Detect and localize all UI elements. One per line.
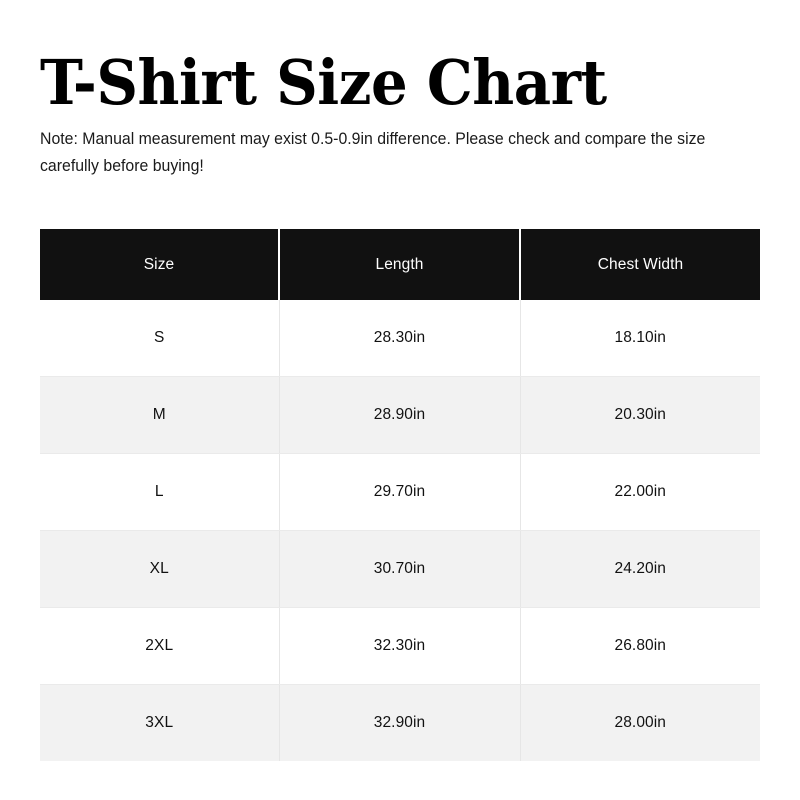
table-row: S 28.30in 18.10in <box>40 300 760 377</box>
table-row: 2XL 32.30in 26.80in <box>40 607 760 685</box>
cell-size: L <box>40 453 280 531</box>
table-row: L 29.70in 22.00in <box>40 453 760 531</box>
table-row: M 28.90in 20.30in <box>40 376 760 454</box>
size-table-container: Size Length Chest Width S 28.30in 18.10i… <box>40 229 760 761</box>
column-header-length: Length <box>279 229 521 300</box>
cell-size: M <box>40 376 280 454</box>
column-header-size: Size <box>40 229 280 300</box>
cell-size: 3XL <box>40 684 280 761</box>
cell-length: 29.70in <box>279 453 521 531</box>
cell-length: 32.30in <box>279 607 521 685</box>
cell-chest-width: 22.00in <box>520 453 760 531</box>
table-row: 3XL 32.90in 28.00in <box>40 684 760 761</box>
cell-chest-width: 26.80in <box>520 607 760 685</box>
cell-chest-width: 20.30in <box>520 376 760 454</box>
column-header-chest-width: Chest Width <box>597 255 684 273</box>
cell-size: S <box>40 300 280 377</box>
cell-chest-width: 18.10in <box>520 300 760 377</box>
cell-length: 28.30in <box>279 300 521 377</box>
size-chart-table: Size Length Chest Width S 28.30in 18.10i… <box>40 229 760 761</box>
cell-length: 32.90in <box>279 684 521 761</box>
cell-size: 2XL <box>40 607 280 685</box>
table-row: XL 30.70in 24.20in <box>40 530 760 608</box>
table-header: Size Length Chest Width <box>40 229 760 300</box>
table-header-row: Size Length Chest Width <box>40 229 760 300</box>
measurement-note: Note: Manual measurement may exist 0.5-0… <box>40 130 706 175</box>
page-title: T-Shirt Size Chart <box>40 46 607 119</box>
cell-length: 30.70in <box>279 530 521 608</box>
table-body: S 28.30in 18.10in M 28.90in 20.30in L 29… <box>40 300 760 761</box>
cell-size: XL <box>40 530 280 608</box>
cell-chest-width: 28.00in <box>520 684 760 761</box>
cell-length: 28.90in <box>279 376 521 454</box>
cell-chest-width: 24.20in <box>520 530 760 608</box>
